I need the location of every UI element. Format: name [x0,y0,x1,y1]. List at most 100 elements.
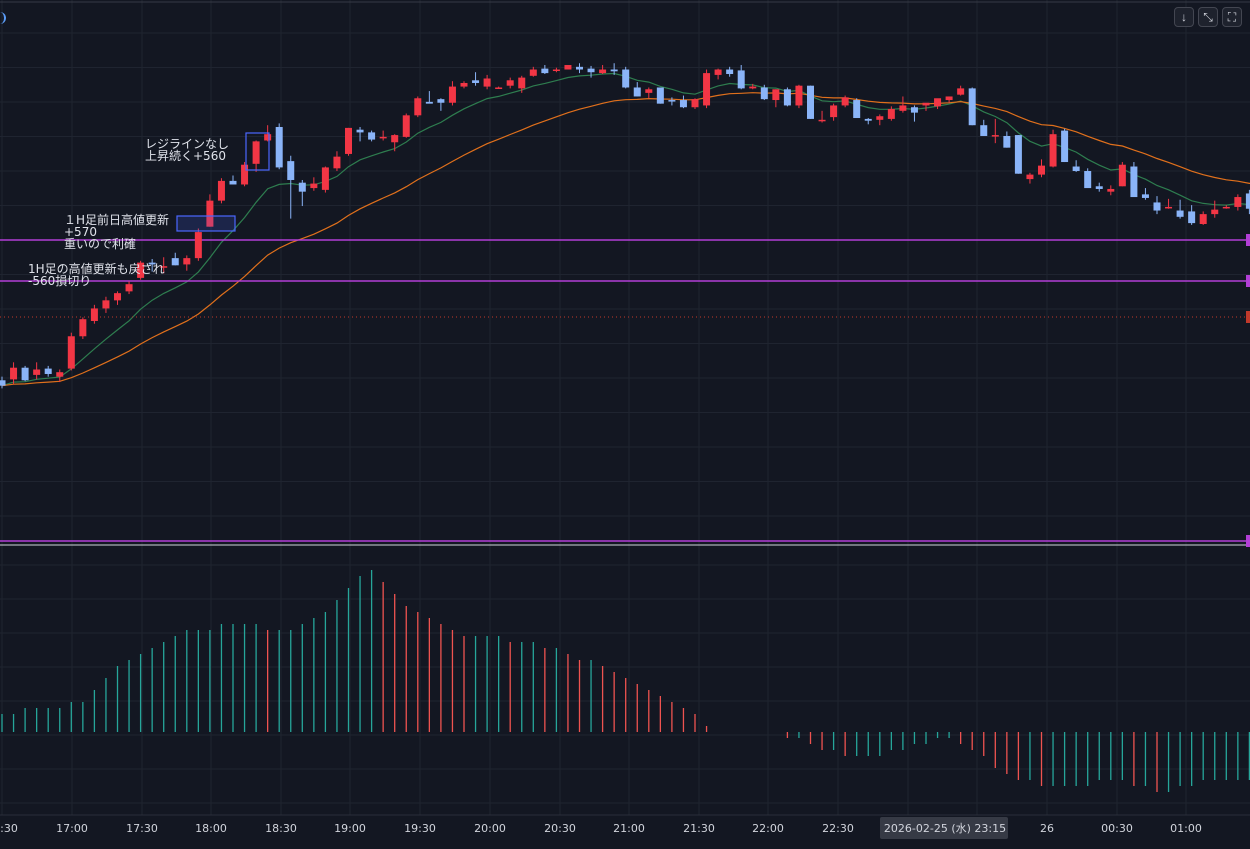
candle-body-4 [44,368,52,374]
level-marker-1 [1246,275,1250,287]
candle-body-25 [287,161,295,180]
candle-body-94 [1084,171,1092,189]
candle-body-92 [1061,130,1069,163]
candle-body-26 [298,182,306,192]
candle-body-36 [414,98,422,116]
candle-body-76 [876,116,884,120]
trade-box-1 [245,132,270,171]
candle-body-35 [402,115,410,137]
candle-body-51 [587,68,595,73]
candle-body-60 [691,99,699,108]
candle-body-50 [576,66,583,70]
candle-body-71 [818,119,826,122]
candle-body-43 [495,87,503,89]
time-tick-label-7: 20:00 [474,822,506,835]
candle-body-10 [114,293,121,301]
candle-body-105 [1211,209,1219,215]
time-tick-label-8: 20:30 [544,822,576,835]
candle-body-87 [1003,135,1011,148]
candle-body-31 [356,129,364,133]
candle-body-6 [67,336,75,369]
time-tick-label-5: 19:00 [334,822,366,835]
candle-body-78 [899,105,907,111]
candle-body-66 [760,87,768,100]
candle-body-21 [241,164,249,185]
candle-body-7 [79,319,87,337]
candle-body-1 [10,367,18,380]
collapse-icon[interactable]: ⤡ [1198,7,1218,27]
candle-body-77 [887,109,895,119]
candle-body-44 [506,80,514,86]
candle-body-70 [807,85,814,119]
candle-body-49 [564,65,572,70]
candle-body-61 [703,73,711,106]
candle-body-17 [194,232,202,259]
candle-body-97 [1118,164,1126,187]
candle-body-59 [679,100,687,108]
time-tick-label-15: 00:30 [1101,822,1133,835]
candle-body-53 [610,69,618,72]
download-icon[interactable]: ↓ [1174,7,1194,27]
candle-body-68 [783,89,791,106]
candle-body-62 [714,69,722,75]
candle-body-11 [125,284,133,292]
fullscreen-icon[interactable]: ⛶ [1222,7,1242,27]
crosshair-time-label-bg [880,817,1008,839]
time-tick-label-11: 22:00 [752,822,784,835]
trade-box-2 [176,215,236,232]
candle-body-103 [1188,211,1196,224]
candle-body-23 [264,134,272,141]
annotation-take-profit: １H足前日高値更新 +570 重いので利確 [64,213,170,251]
left-edge-bracket-icon [0,12,6,24]
candle-body-89 [1026,174,1034,180]
level-marker-0 [1246,234,1250,246]
annotation-no-resistance: レジラインなし 上昇続く+560 [145,137,230,163]
time-tick-label-10: 21:30 [683,822,715,835]
candle-body-99 [1141,194,1149,198]
candle-body-5 [56,372,64,377]
candle-body-65 [749,86,757,89]
candle-body-45 [518,77,526,89]
candle-body-19 [217,180,225,201]
candle-body-28 [321,167,329,190]
candle-body-75 [864,118,872,121]
candle-body-52 [599,69,607,74]
candle-body-27 [310,183,318,189]
candle-body-2 [21,367,29,381]
candle-body-80 [922,102,930,106]
candle-body-15 [171,258,179,266]
candle-body-37 [425,101,433,104]
candle-body-67 [772,89,780,101]
candle-body-8 [90,308,98,321]
candle-body-101 [1165,206,1173,209]
candle-body-3 [33,369,41,375]
candle-body-24 [275,127,283,168]
candle-body-82 [945,96,953,101]
time-tick-label-1: 17:00 [56,822,88,835]
time-tick-label-3: 18:00 [195,822,227,835]
candle-body-56 [645,89,653,93]
candle-body-48 [552,69,560,72]
time-tick-label-13: 2026-02-25 (水) 23:15 [884,822,1006,835]
level-marker-3 [1246,535,1250,547]
ema-slow-line [1,92,1250,387]
time-tick-label-0: 16:30 [0,822,18,835]
candle-body-57 [656,87,664,104]
candle-body-22 [252,141,260,164]
candle-body-54 [622,69,630,88]
candle-body-85 [980,125,988,136]
candle-body-74 [853,100,861,119]
candle-body-64 [737,70,745,89]
candle-body-14 [160,266,168,268]
candle-body-32 [368,132,376,140]
candle-body-20 [229,180,237,185]
candle-body-34 [391,135,399,143]
candle-body-73 [841,97,849,106]
candle-body-102 [1176,210,1184,217]
candle-body-46 [529,69,537,76]
candle-body-29 [333,156,341,169]
candle-body-72 [830,105,838,118]
